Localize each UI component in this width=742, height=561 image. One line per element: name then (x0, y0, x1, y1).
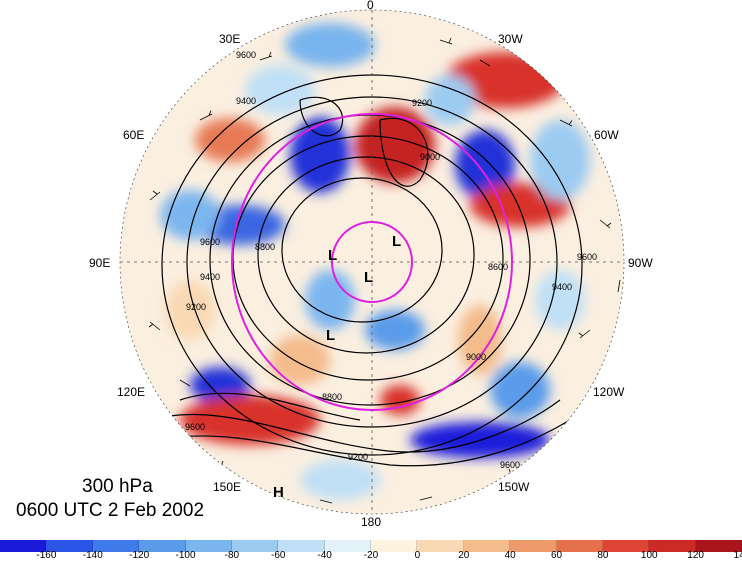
colorbar-segment (139, 540, 186, 552)
outer-latitude-ring (231, 113, 513, 411)
contour-label: 9200 (348, 452, 368, 462)
contour-label: 9000 (420, 152, 440, 162)
colorbar-segment (324, 540, 371, 552)
colorbar-tick-label: 0 (414, 550, 421, 561)
colorbar-segment (649, 540, 696, 552)
colorbar-segment (556, 540, 603, 552)
contour-label: 9600 (185, 422, 205, 432)
colorbar-segment (92, 540, 140, 552)
colorbar-segment (695, 540, 742, 552)
contour-label: 9400 (236, 96, 256, 106)
map-boundary (119, 9, 625, 515)
contour-labels: 9600 9400 9200 9000 8800 8600 9200 9400 … (185, 50, 597, 470)
contour-label: 9000 (466, 352, 486, 362)
longitude-label-90w: 90W (628, 256, 653, 270)
colorbar-tick-label: -20 (363, 550, 379, 561)
contour-label: 9400 (552, 282, 572, 292)
longitude-label-120e: 120E (117, 385, 146, 399)
colorbar-tick-label: -80 (224, 550, 240, 561)
colorbar-tick-label: -160 (36, 550, 57, 561)
contour-label: 8800 (255, 242, 275, 252)
pressure-centers: L L L L H (273, 233, 401, 501)
high-center-label: H (273, 484, 284, 501)
longitude-label-150w: 150W (498, 480, 530, 494)
pressure-level-label: 300 hPa (82, 476, 153, 497)
colorbar-segment (510, 540, 557, 552)
contour-label: 9600 (500, 460, 520, 470)
datetime-label: 0600 UTC 2 Feb 2002 (16, 500, 205, 521)
colorbar-segment (371, 540, 418, 552)
colorbar-segment (463, 540, 511, 552)
colorbar-segment (0, 540, 47, 552)
low-center-label: L (364, 269, 373, 286)
colorbar-segment (417, 540, 464, 552)
colorbar-tick-label: 140 (733, 550, 742, 561)
colorbar-tick-label: 80 (597, 550, 609, 561)
contour-label: 8800 (322, 392, 342, 402)
colorbar-tick-label: 60 (550, 550, 563, 561)
longitude-label-30e: 30E (219, 32, 241, 46)
colorbar-segment (231, 540, 279, 552)
longitude-label-60e: 60E (123, 128, 145, 142)
inner-latitude-ring (331, 221, 413, 303)
colorbar-tick-label: -140 (82, 550, 103, 561)
longitude-label-180: 180 (361, 515, 382, 529)
contour-label: 9600 (200, 237, 220, 247)
longitude-label-30w: 30W (498, 32, 523, 46)
longitude-label-60w: 60W (594, 128, 619, 142)
colorbar (0, 540, 742, 552)
colorbar-segment (602, 540, 650, 552)
longitude-label-150e: 150E (213, 480, 242, 494)
contour-label: 8600 (488, 262, 508, 272)
low-center-label: L (392, 233, 401, 250)
longitude-label-0: 0 (367, 0, 374, 12)
graticule (120, 10, 624, 514)
contour-label: 9600 (236, 50, 256, 60)
colorbar-tick-label: -100 (175, 550, 196, 561)
contour-label: 9200 (186, 302, 206, 312)
colorbar-tick-label: 40 (504, 550, 516, 561)
colorbar-tick-label: 20 (458, 550, 470, 561)
longitude-label-120w: 120W (593, 385, 625, 399)
map-disk (120, 10, 624, 514)
contour-label: 9200 (412, 98, 432, 108)
low-center-label: L (326, 327, 335, 344)
colorbar-segment (278, 540, 325, 552)
longitude-label-90e: 90E (89, 256, 111, 270)
contour-label: 9600 (577, 252, 597, 262)
contour-label: 9400 (200, 272, 220, 282)
colorbar-tick-label: -120 (129, 550, 150, 561)
colorbar-tick-label: -40 (317, 550, 332, 561)
colorbar-segment (46, 540, 93, 552)
colorbar-tick-label: -60 (271, 550, 286, 561)
colorbar-tick-label: 100 (640, 550, 658, 561)
colorbar-segment (185, 540, 232, 552)
wind-barbs (148, 37, 621, 504)
low-center-label: L (328, 247, 337, 264)
colorbar-tick-label: 120 (687, 550, 704, 561)
